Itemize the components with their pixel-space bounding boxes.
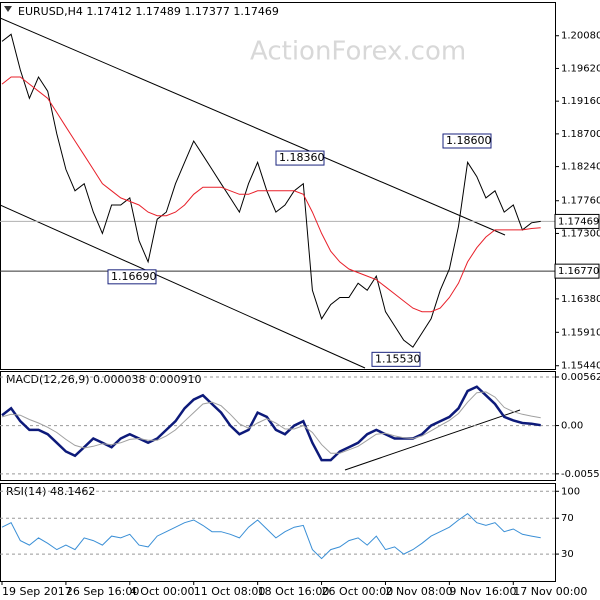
x-tick-label: 26 Sep 16:00	[66, 585, 139, 598]
annotation-box	[107, 269, 157, 285]
annotation-label: 1.16690	[111, 270, 157, 283]
y-tick-label: -0.005588	[561, 469, 600, 480]
watermark: ActionForex.com	[250, 37, 466, 67]
annotation-box	[371, 351, 421, 367]
annotation-label: 1.15530	[375, 352, 421, 365]
y-tick-label: 1.20080	[561, 31, 600, 42]
panel-title: EURUSD,H4 1.17412 1.17489 1.17377 1.1746…	[18, 5, 279, 18]
y-tick-label: 1.15910	[561, 327, 600, 338]
annotation-label: 1.18360	[279, 151, 325, 164]
x-tick-label: 17 Nov 00:00	[513, 585, 587, 598]
y-tick-label: 1.19160	[561, 96, 600, 107]
y-tick-label: 1.18700	[561, 129, 600, 140]
y-tick-label: 70	[561, 513, 574, 524]
x-tick-label: 19 Sep 2017	[2, 585, 72, 598]
level-box	[554, 213, 600, 229]
y-tick-label: 1.18240	[561, 162, 600, 173]
panel-title: MACD(12,26,9) 0.000038 0.000910	[6, 373, 202, 386]
x-tick-label: 9 Nov 16:00	[449, 585, 516, 598]
macd-trendline	[344, 409, 521, 471]
series-line	[1, 513, 541, 560]
channel-upper	[0, 17, 506, 236]
y-tick-label: 0.005622	[561, 372, 600, 383]
channel-lower	[0, 204, 366, 369]
x-tick-label: 26 Oct 00:00	[322, 585, 394, 598]
y-tick-label: 0.00	[561, 421, 583, 432]
x-tick-label: 2 Nov 08:00	[385, 585, 452, 598]
series-line	[1, 391, 541, 454]
price-frame	[0, 2, 556, 370]
x-tick-label: 4 Oct 00:00	[130, 585, 195, 598]
rsi-frame	[0, 483, 556, 582]
series-line	[1, 385, 541, 462]
level-box	[554, 263, 600, 279]
annotation-box	[442, 133, 492, 149]
level-label: 1.16770	[558, 266, 599, 277]
y-tick-label: 30	[561, 549, 574, 560]
x-tick-label: 18 Oct 16:00	[258, 585, 330, 598]
x-tick-label: 11 Oct 08:00	[194, 585, 266, 598]
y-tick-label: 1.15440	[561, 361, 600, 372]
annotation-label: 1.18600	[446, 134, 492, 147]
y-tick-label: 1.17760	[561, 196, 600, 207]
y-tick-label: 1.17300	[561, 228, 600, 239]
y-tick-label: 1.19620	[561, 63, 600, 74]
series-line	[1, 76, 541, 313]
y-tick-label: 100	[561, 486, 580, 497]
menu-icon	[4, 6, 12, 12]
series-line	[1, 33, 541, 348]
y-tick-label: 1.16380	[561, 294, 600, 305]
annotation-box	[275, 150, 325, 166]
level-label: 1.17469	[558, 216, 599, 227]
